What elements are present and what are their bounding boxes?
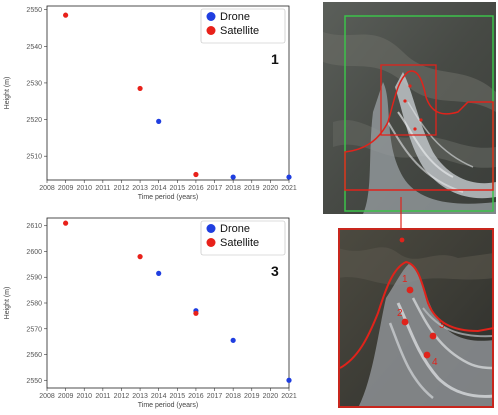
x-tick-label: 2008 xyxy=(39,185,55,192)
x-tick-label: 2011 xyxy=(95,393,110,400)
y-tick-label: 2600 xyxy=(26,249,42,256)
x-tick-label: 2021 xyxy=(281,185,297,192)
legend-label-satellite: Satellite xyxy=(220,237,259,249)
data-point-drone xyxy=(286,377,292,383)
x-axis-label: Time period (years) xyxy=(138,194,198,201)
y-tick-label: 2610 xyxy=(26,223,42,230)
y-tick-label: 2530 xyxy=(26,80,42,87)
y-tick-label: 2510 xyxy=(26,154,42,161)
x-tick-label: 2016 xyxy=(188,393,204,400)
x-tick-label: 2020 xyxy=(263,185,279,192)
x-tick-label: 2014 xyxy=(151,393,167,400)
data-point-drone xyxy=(286,174,292,180)
x-tick-label: 2020 xyxy=(263,393,279,400)
x-tick-label: 2015 xyxy=(170,185,186,192)
y-tick-label: 2520 xyxy=(26,117,42,124)
x-tick-label: 2019 xyxy=(244,393,260,400)
data-point-satellite xyxy=(193,171,199,178)
x-tick-label: 2013 xyxy=(132,185,148,192)
y-axis-label: Height (m) xyxy=(4,77,11,110)
y-tick-label: 2560 xyxy=(26,352,42,359)
y-tick-label: 2570 xyxy=(26,326,42,333)
data-point-drone xyxy=(156,270,162,276)
satellite-overview-image xyxy=(323,2,496,214)
data-point-satellite xyxy=(137,85,143,92)
satellite-zoom-svg: 1 2 3 4 xyxy=(338,228,495,408)
y-tick-label: 2580 xyxy=(26,301,42,308)
x-tick-label: 2010 xyxy=(76,393,92,400)
zoom-point-label-3: 3 xyxy=(439,320,445,331)
x-tick-label: 2016 xyxy=(188,185,204,192)
x-tick-label: 2017 xyxy=(207,185,223,192)
data-point-satellite xyxy=(193,310,199,316)
y-tick-label: 2550 xyxy=(26,378,42,385)
x-tick-label: 2009 xyxy=(58,185,74,192)
x-tick-label: 2021 xyxy=(281,393,297,400)
panel-number: 3 xyxy=(271,263,279,279)
satellite-overview-svg xyxy=(323,2,496,214)
x-tick-label: 2010 xyxy=(76,185,92,192)
chart-panel-3: 2008 2009 2010 2011 2012 2013 2014 2015 2016 2017… xyxy=(0,208,320,410)
x-axis-label: Time period (years) xyxy=(138,402,198,409)
data-point-drone xyxy=(156,118,162,124)
x-tick-label: 2011 xyxy=(95,185,110,192)
zoom-point-label-1: 1 xyxy=(402,274,408,285)
panel-number: 1 xyxy=(271,51,279,67)
y-tick-label: 2550 xyxy=(26,7,42,14)
x-tick-label: 2018 xyxy=(225,393,241,400)
x-tick-label: 2017 xyxy=(207,393,223,400)
chart-svg-3: 2008 2009 2010 2011 2012 2013 2014 2015 2016 2017… xyxy=(4,217,297,409)
x-tick-label: 2008 xyxy=(39,393,55,400)
data-point-satellite xyxy=(137,254,143,260)
chart-svg-1: 2008 2009 2010 2011 2012 2013 2014 2015 2016 2017… xyxy=(4,5,297,201)
legend-box xyxy=(200,220,286,256)
x-tick-label: 2018 xyxy=(225,185,241,192)
zoom-point-label-4: 4 xyxy=(432,357,438,368)
y-axis-label: Height (m) xyxy=(4,287,11,320)
y-tick-label: 2590 xyxy=(26,275,42,282)
plot-frame xyxy=(46,5,290,181)
legend-label-satellite: Satellite xyxy=(220,25,259,37)
x-tick-label: 2012 xyxy=(114,393,130,400)
legend-marker-satellite xyxy=(206,238,216,247)
chart-panel-1: 2008 2009 2010 2011 2012 2013 2014 2015 2016 2017… xyxy=(0,0,320,205)
satellite-zoom-image: 1 2 3 4 xyxy=(338,228,495,408)
data-point-drone xyxy=(230,337,236,343)
x-tick-label: 2014 xyxy=(151,185,167,192)
legend-marker-drone xyxy=(206,12,216,21)
data-point-satellite xyxy=(63,220,69,226)
x-tick-label: 2015 xyxy=(170,393,186,400)
legend-marker-satellite xyxy=(206,26,216,35)
legend-label-drone: Drone xyxy=(220,223,250,235)
y-tick-label: 2540 xyxy=(26,44,42,51)
x-tick-label: 2019 xyxy=(244,185,260,192)
x-tick-label: 2009 xyxy=(58,393,74,400)
x-tick-label: 2012 xyxy=(114,185,130,192)
legend-marker-drone xyxy=(206,224,216,233)
data-point-drone xyxy=(230,174,236,180)
data-point-satellite xyxy=(63,12,69,18)
x-tick-label: 2013 xyxy=(132,393,148,400)
legend-label-drone: Drone xyxy=(220,11,250,23)
zoom-point-label-2: 2 xyxy=(397,308,403,319)
legend-box xyxy=(200,8,286,44)
